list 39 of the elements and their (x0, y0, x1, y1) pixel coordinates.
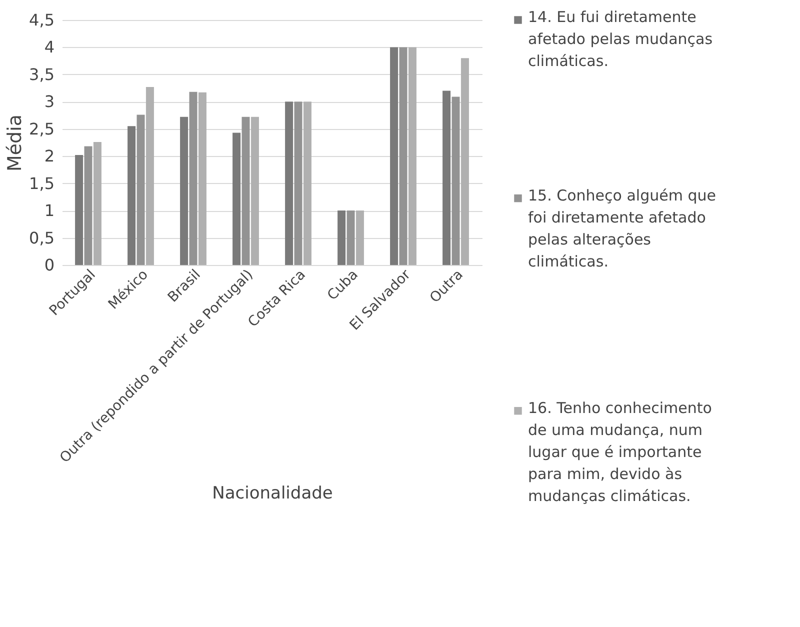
bar (294, 102, 302, 265)
y-tick-label: 0,5 (29, 228, 54, 248)
y-tick-label: 1,5 (29, 174, 54, 193)
y-tick-label: 0 (44, 256, 54, 274)
y-tick-label: 1 (44, 201, 54, 220)
bar (136, 114, 145, 265)
bar (198, 92, 206, 265)
bar (128, 126, 136, 265)
bar (180, 116, 188, 265)
bar (460, 58, 469, 265)
bar (399, 47, 408, 265)
bar (303, 102, 312, 265)
bar (146, 86, 154, 265)
y-tick-label: 4 (44, 38, 54, 57)
y-tick-label: 3,5 (29, 64, 54, 84)
legend-label: 14. Eu fui diretamente afetado pelas mudanças climáticas. (528, 8, 713, 70)
bar (346, 210, 355, 265)
y-tick-label: 4,5 (29, 10, 54, 30)
bar (390, 47, 398, 265)
bar (242, 116, 250, 265)
bar (285, 102, 294, 265)
bar (452, 96, 460, 265)
bar (356, 210, 364, 265)
legend-label: 16. Tenho conhecimento de uma mudança, num lugar que é importante para mim, devido às mudanças climáticas. (528, 398, 712, 505)
y-tick-label: 3 (44, 92, 54, 112)
bar (75, 155, 84, 265)
bar (189, 92, 198, 265)
bar (442, 90, 451, 265)
x-axis-title: Nacionalidade (212, 483, 333, 504)
bar (232, 132, 241, 265)
bar (84, 146, 92, 265)
bar (338, 210, 346, 265)
y-axis-title: Média (4, 114, 26, 172)
bar (250, 116, 259, 265)
legend-label: 15. Conheço alguém que foi diretamente afetado pelas alterações climáticas. (528, 186, 716, 270)
bar (93, 142, 102, 265)
bar (408, 47, 416, 265)
y-tick-label: 2 (44, 146, 54, 166)
y-tick-label: 2,5 (29, 119, 54, 138)
